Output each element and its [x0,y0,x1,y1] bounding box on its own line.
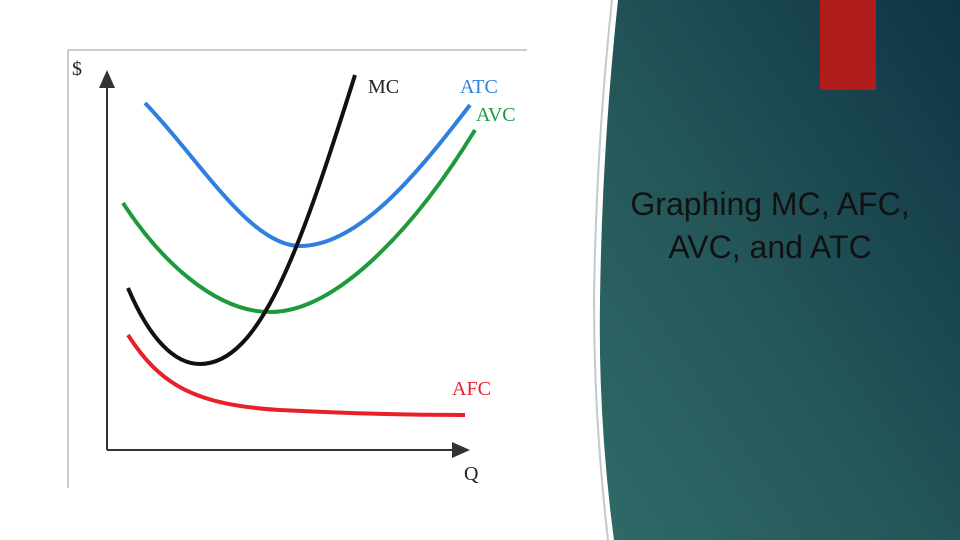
y-axis-label: $ [72,58,82,80]
avc-curve [121,128,477,315]
x-axis-label: Q [464,463,479,485]
panel-edge [592,0,613,540]
afc-curve [126,333,466,417]
atc-curve [143,101,472,249]
curve-label: AVC [476,104,516,126]
background-panel [599,0,960,540]
accent-block [820,0,876,90]
curve-label: AFC [452,378,491,400]
slide-title: Graphing MC, AFC, AVC, and ATC [630,186,910,265]
mc-curve [126,74,357,367]
curve-label: ATC [460,76,498,98]
curve-label: MC [368,76,399,98]
